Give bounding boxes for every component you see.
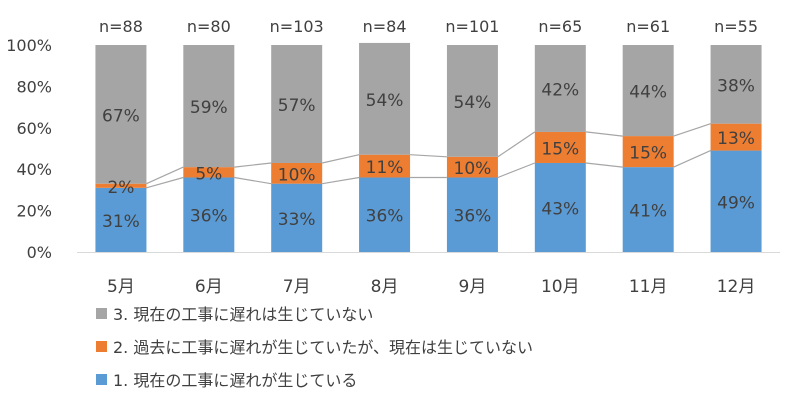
data-label-3-3: 57% xyxy=(278,96,316,116)
data-label-3-7: 44% xyxy=(629,83,667,103)
sample-size-label: n=80 xyxy=(187,17,231,36)
legend-label-2: 2. 過去に工事に遅れが生じていたが、現在は生じていない xyxy=(113,338,533,357)
bar-segment-3-3 xyxy=(271,45,323,163)
data-label-1-1: 31% xyxy=(102,212,140,232)
bar-segment-2-3 xyxy=(271,162,323,184)
data-label-1-3: 33% xyxy=(278,210,316,230)
x-tick-label: 7月 xyxy=(283,277,311,297)
data-label-3-6: 42% xyxy=(541,80,579,100)
legend-label-3: 3. 現在の工事に遅れは生じていない xyxy=(113,305,373,324)
y-tick-label: 80% xyxy=(16,77,52,96)
data-label-1-6: 43% xyxy=(541,199,579,219)
bar-segment-3-6 xyxy=(534,45,586,132)
bar-segment-1-7 xyxy=(622,167,674,252)
bar-segment-3-7 xyxy=(622,45,674,137)
bar-segment-1-2 xyxy=(183,177,235,252)
sample-size-label: n=103 xyxy=(270,17,324,36)
bar-segment-2-4 xyxy=(359,154,411,178)
bar-segment-1-5 xyxy=(446,177,498,252)
legend-label-1: 1. 現在の工事に遅れが生じている xyxy=(113,371,357,390)
bar-segment-3-4 xyxy=(359,42,411,155)
data-label-3-2: 59% xyxy=(190,98,228,118)
x-axis: 5月 6月 7月 8月 9月 10月 11月 12月 xyxy=(77,252,780,297)
bar-segment-2-1 xyxy=(95,183,147,188)
y-axis: 0% 20% 40% 60% 80% 100% xyxy=(6,36,52,262)
sample-size-label: n=55 xyxy=(714,17,758,36)
bar-segment-1-6 xyxy=(534,162,586,252)
bar-segment-1-8 xyxy=(710,150,762,252)
data-label-1-2: 36% xyxy=(190,207,228,227)
x-tick-label: 9月 xyxy=(459,277,487,297)
data-label-2-3: 10% xyxy=(278,165,316,185)
bar-segment-3-5 xyxy=(446,45,498,157)
legend-swatch-2 xyxy=(96,341,107,352)
x-tick-label: 6月 xyxy=(195,277,223,297)
bars xyxy=(95,42,762,252)
x-tick-label: 8月 xyxy=(371,277,399,297)
data-label-3-8: 38% xyxy=(717,76,755,96)
data-label-2-4: 11% xyxy=(366,158,404,178)
data-label-2-6: 15% xyxy=(541,139,579,159)
sample-size-label: n=84 xyxy=(363,17,407,36)
legend: 3. 現在の工事に遅れは生じていない 2. 過去に工事に遅れが生じていたが、現在は… xyxy=(96,305,533,390)
bar-segment-2-2 xyxy=(183,167,235,178)
x-tick-label: 10月 xyxy=(541,277,580,297)
bar-segment-3-2 xyxy=(183,45,235,168)
data-label-3-5: 54% xyxy=(454,93,492,113)
bar-segment-3-8 xyxy=(710,45,762,124)
bar-segment-2-5 xyxy=(446,156,498,178)
bar-segment-1-4 xyxy=(359,177,411,252)
x-tick-label: 5月 xyxy=(107,277,135,297)
bar-segment-2-6 xyxy=(534,131,586,163)
bar-segment-2-7 xyxy=(622,136,674,168)
bar-segment-3-1 xyxy=(95,45,147,184)
x-tick-label: 11月 xyxy=(629,277,668,297)
sample-size-label: n=61 xyxy=(626,17,670,36)
bar-segment-1-1 xyxy=(95,187,147,252)
y-tick-label: 0% xyxy=(27,243,52,262)
legend-swatch-1 xyxy=(96,374,107,385)
data-label-2-1: 2% xyxy=(107,178,134,198)
data-label-2-2: 5% xyxy=(195,164,222,184)
data-label-2-5: 10% xyxy=(454,159,492,179)
y-tick-label: 60% xyxy=(16,119,52,138)
data-label-3-4: 54% xyxy=(366,91,404,111)
data-label-3-1: 67% xyxy=(102,106,140,126)
y-tick-label: 40% xyxy=(16,160,52,179)
data-labels: 31% 2% 67% 36% 5% 59% 33% 10% 57% 36% 11% 54% 36% 10%… xyxy=(102,76,755,232)
x-tick-label: 12月 xyxy=(717,277,756,297)
sample-size-label: n=88 xyxy=(99,17,143,36)
data-label-2-7: 15% xyxy=(629,144,667,164)
sample-size-label: n=65 xyxy=(538,17,582,36)
data-label-1-5: 36% xyxy=(454,207,492,227)
sample-size-label: n=101 xyxy=(445,17,499,36)
y-tick-label: 100% xyxy=(6,36,52,55)
data-label-1-8: 49% xyxy=(717,193,755,213)
bar-segment-1-3 xyxy=(271,183,323,252)
y-tick-label: 20% xyxy=(16,202,52,221)
sample-size-labels: n=88 n=80 n=103 n=84 n=101 n=65 n=61 n=55 xyxy=(99,17,758,36)
data-label-1-4: 36% xyxy=(366,207,404,227)
legend-swatch-3 xyxy=(96,308,107,319)
data-label-2-8: 13% xyxy=(717,129,755,149)
data-label-1-7: 41% xyxy=(629,202,667,222)
bar-segment-2-8 xyxy=(710,123,762,151)
